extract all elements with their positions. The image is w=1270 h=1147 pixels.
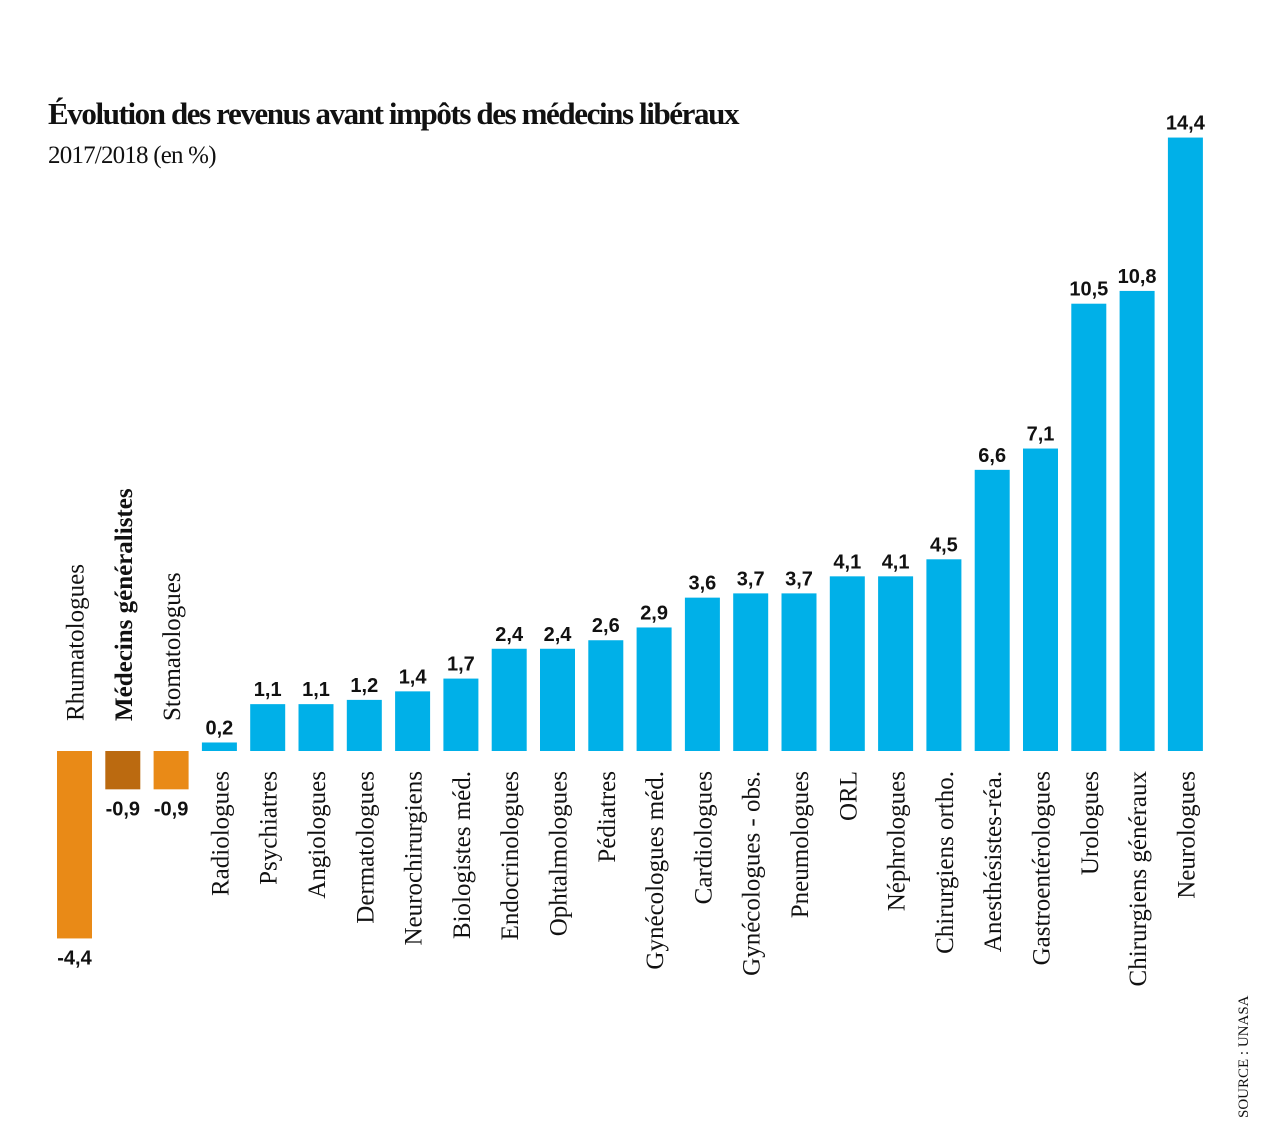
x-tick-label: Cardiologues — [690, 771, 717, 904]
bar — [684, 597, 720, 751]
x-tick-label: Neurologues — [1173, 771, 1200, 899]
x-tick-label: Stomatologues — [159, 572, 186, 721]
x-tick-label: Chirurgiens ortho. — [932, 771, 959, 954]
bar — [878, 576, 914, 751]
data-label: 3,7 — [737, 568, 765, 590]
bar — [1119, 290, 1155, 751]
bar — [153, 751, 189, 790]
x-tick-label: Rhumatologues — [63, 564, 90, 721]
bar — [346, 699, 382, 751]
chart-title: Évolution des revenus avant impôts des m… — [48, 96, 739, 131]
value-labels-group: -4,4 -0,9 -0,9 0,2 1,1 1,1 1,2 1,4 1,7 2,4 2,4 2,6 2… — [57, 113, 1205, 970]
bar — [733, 593, 769, 751]
data-label: 2,6 — [592, 615, 620, 637]
x-tick-label: Néphrologues — [884, 771, 911, 911]
x-tick-label: Psychiatres — [256, 771, 283, 885]
bar — [395, 691, 431, 751]
data-label: 4,1 — [882, 551, 910, 573]
data-label: 10,8 — [1118, 266, 1157, 288]
category-labels-group: Rhumatologues Médecins généralistes Stomat… — [63, 488, 1201, 986]
x-tick-label: Ophtalmologues — [546, 771, 573, 936]
data-label: 2,4 — [544, 624, 573, 646]
bar — [540, 648, 575, 751]
bar — [250, 704, 286, 751]
data-label: 1,2 — [350, 675, 378, 697]
data-label: 2,9 — [640, 602, 668, 624]
chart-subtitle: 2017/2018 (en %) — [48, 142, 217, 169]
bar — [57, 751, 92, 939]
data-label: 3,6 — [688, 573, 716, 595]
x-tick-label: Chirurgiens généraux — [1125, 771, 1152, 987]
x-tick-label: Pneumologues — [787, 771, 814, 918]
x-tick-label: Gynécologues méd. — [642, 771, 669, 970]
bar — [443, 678, 479, 751]
data-label: 4,1 — [833, 551, 861, 573]
x-tick-label: ORL — [835, 771, 862, 821]
x-tick-label: Neurochirurgiens — [401, 771, 428, 946]
data-label: 1,1 — [254, 679, 282, 701]
x-tick-label: Gynécologues - obs. — [739, 771, 766, 976]
data-label: 1,7 — [447, 654, 475, 676]
data-label: -0,9 — [106, 798, 140, 820]
x-tick-label: Gastroentérologues — [1029, 771, 1056, 965]
bar — [1167, 137, 1203, 751]
data-label: 0,2 — [205, 717, 233, 739]
bar — [491, 648, 527, 751]
data-label: 3,7 — [785, 568, 813, 590]
bar — [298, 704, 334, 751]
data-label: 2,4 — [495, 624, 524, 646]
x-tick-label: Dermatologues — [352, 771, 379, 924]
data-label: 10,5 — [1069, 279, 1108, 301]
data-label: 14,4 — [1166, 113, 1206, 135]
bar — [1071, 303, 1107, 751]
bar — [588, 640, 624, 751]
bar — [926, 559, 962, 751]
x-tick-label: Angiologues — [304, 771, 331, 899]
source-note: SOURCE : UNASA — [1236, 995, 1252, 1118]
bar — [974, 469, 1010, 751]
data-label: -0,9 — [154, 798, 188, 820]
bars-group — [57, 137, 1203, 939]
x-tick-label: Pédiatres — [594, 771, 621, 863]
data-label: 4,5 — [930, 534, 958, 556]
data-label: 7,1 — [1027, 424, 1055, 446]
data-label: 6,6 — [978, 445, 1006, 467]
data-label: 1,1 — [302, 679, 330, 701]
data-label: -4,4 — [57, 947, 92, 969]
x-tick-label: Radiologues — [207, 771, 234, 896]
bar — [636, 627, 672, 751]
bar — [201, 742, 237, 751]
bar — [1023, 448, 1058, 751]
bar — [105, 751, 141, 790]
bar — [829, 576, 865, 751]
x-tick-label: Endocrinologues — [497, 771, 524, 940]
x-tick-label: Anesthésistes-réa. — [980, 771, 1007, 952]
data-label: 1,4 — [399, 666, 428, 688]
x-tick-label: Médecins généralistes — [111, 488, 138, 721]
bar — [781, 593, 817, 751]
x-tick-label: Biologistes méd. — [449, 771, 476, 939]
x-tick-label: Urologues — [1077, 771, 1104, 875]
